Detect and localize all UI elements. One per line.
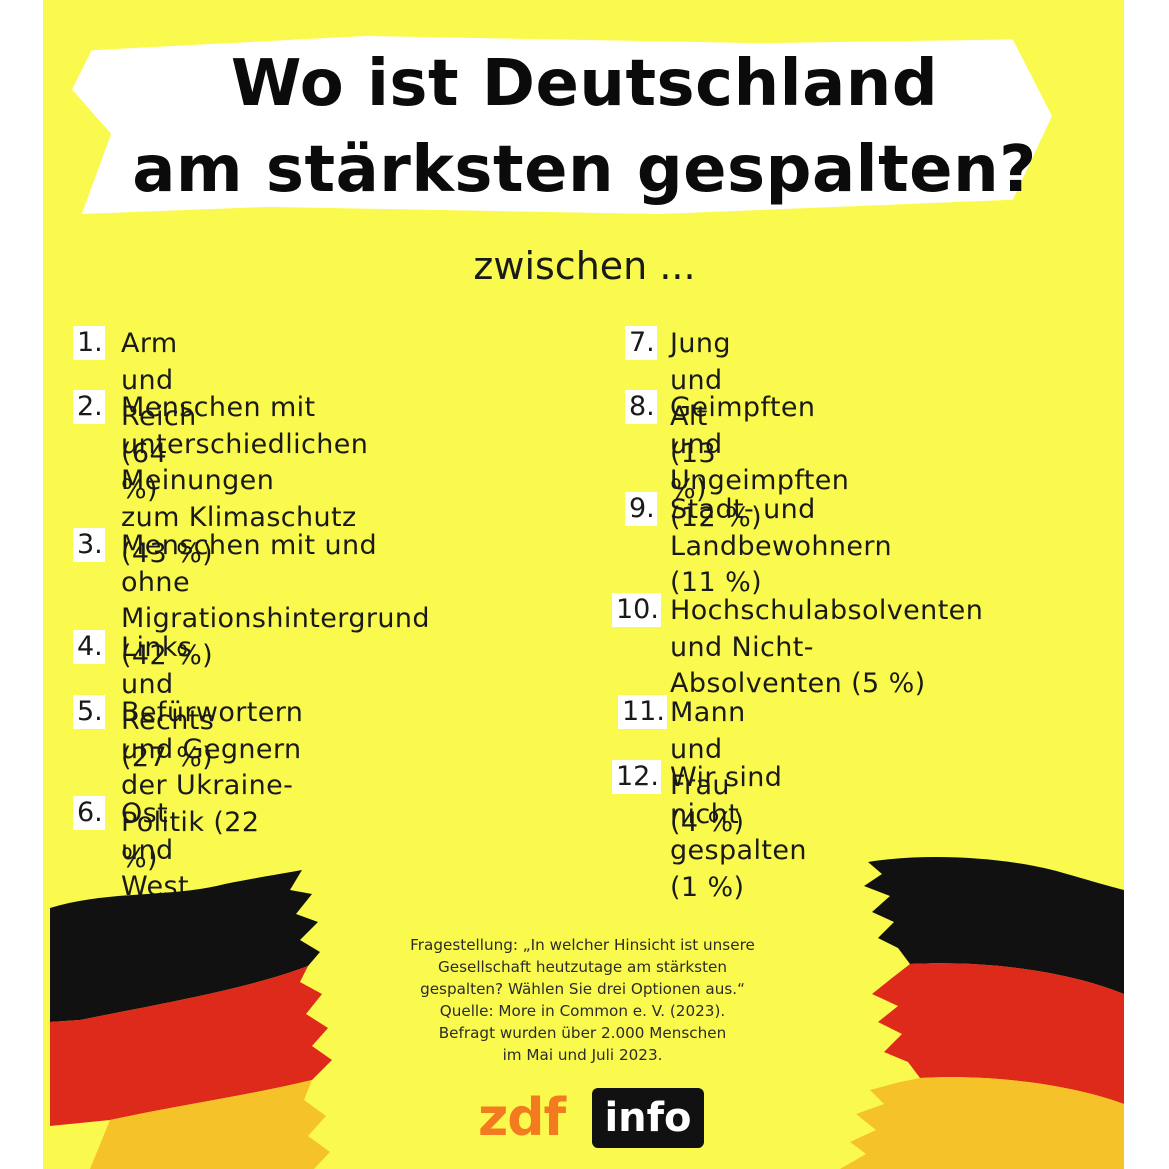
item-number: 10. (612, 593, 661, 627)
item-number: 7. (625, 326, 657, 360)
footnote: Fragestellung: „In welcher Hinsicht ist … (360, 934, 805, 1066)
footnote-line: Fragestellung: „In welcher Hinsicht ist … (410, 936, 755, 954)
title-line-1: Wo ist Deutschland (230, 47, 939, 121)
item-number: 11. (618, 695, 667, 729)
item-text: Befürwortern und Gegnern der Ukraine-Pol… (121, 697, 304, 874)
flag-stripe-gold (840, 1077, 1124, 1169)
item-text: Menschen mit unterschiedlichen Meinungen… (121, 392, 369, 569)
german-flag-right-illustration (840, 857, 1124, 1169)
german-flag-left-illustration (50, 870, 332, 1169)
subtitle: zwischen ... (473, 244, 696, 288)
item-text: Mann und Frau (4 %) (670, 697, 746, 838)
item-number: 4. (73, 630, 105, 664)
item-number: 8. (625, 390, 657, 424)
item-number: 6. (73, 796, 105, 830)
item-number: 3. (73, 528, 105, 562)
title-line-2: am stärksten gespalten? (132, 133, 1037, 207)
footnote-line: Befragt wurden über 2.000 Menschen (438, 1024, 727, 1042)
item-text: Hochschulabsolventen und Nicht-Absolvent… (670, 595, 984, 699)
flag-stripe-red (872, 963, 1124, 1104)
flag-stripe-red (50, 966, 332, 1126)
item-text: Menschen mit und ohne Migrationshintergr… (121, 530, 430, 671)
footnote-line: gespalten? Wählen Sie drei Optionen aus.… (420, 980, 745, 998)
footnote-line: im Mai und Juli 2023. (502, 1046, 663, 1064)
footnote-line: Gesellschaft heutzutage am stärksten (437, 958, 728, 976)
item-number: 1. (73, 326, 105, 360)
title-brush-strip (72, 36, 1052, 214)
item-text: Geimpften und Ungeimpften (12 %) (670, 392, 850, 533)
item-number: 12. (612, 760, 661, 794)
item-text: Jung und Alt (13 %) (670, 328, 731, 505)
flag-stripe-black (50, 870, 320, 1022)
item-text: Arm und Reich (64 %) (121, 328, 197, 505)
footnote-line: Quelle: More in Common e. V. (2023). (439, 1002, 726, 1020)
item-number: 2. (73, 390, 105, 424)
flag-stripe-black (864, 857, 1124, 994)
flag-stripe-gold (90, 1080, 330, 1169)
logo-info-text: info (592, 1088, 704, 1148)
logo-zdf-text: zdf (478, 1088, 566, 1148)
item-number: 5. (73, 695, 105, 729)
item-text: Stadt- und Landbewohnern (11 %) (670, 494, 892, 598)
item-text: Links und Rechts (27 %) (121, 632, 215, 773)
item-number: 9. (625, 492, 657, 526)
item-text: Wir sind nicht gespalten (1 %) (670, 762, 807, 903)
